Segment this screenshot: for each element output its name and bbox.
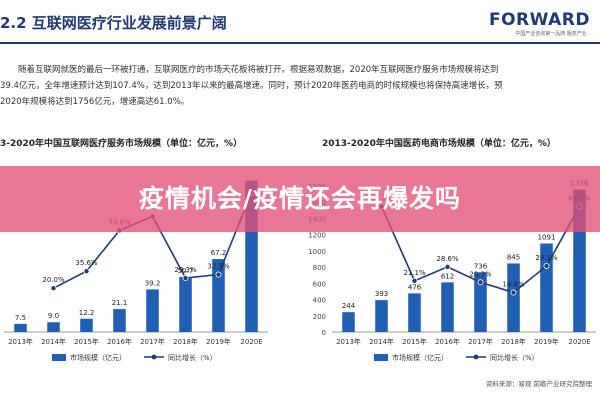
bar-value-label: 50.7 xyxy=(178,267,194,275)
source-note: 资料来源：易观 前瞻产业研究院整理 xyxy=(485,380,592,388)
bar xyxy=(342,312,355,332)
x-tick-label: 2013年 xyxy=(8,337,33,346)
brand-logo: FORWARD 中国产业咨询第一品牌 服务产业 · xyxy=(489,10,590,37)
banner-text: 疫情机会/疫情还会再爆发吗 xyxy=(138,184,462,213)
bar-value-label: 244 xyxy=(342,302,356,310)
legend-bar-label: 市场规模（亿元） xyxy=(392,353,448,362)
bar xyxy=(212,259,225,332)
header-divider xyxy=(0,42,600,44)
growth-value-label: 20.0% xyxy=(42,276,65,284)
growth-point xyxy=(411,277,418,284)
bar-value-label: 1091 xyxy=(538,234,556,242)
x-tick-label: 2014年 xyxy=(41,337,66,346)
headline-banner: 疫情机会/疫情还会再爆发吗 xyxy=(0,166,600,232)
x-tick-label: 2015年 xyxy=(74,337,99,346)
growth-value-label: 21.1% xyxy=(403,269,426,277)
bar-value-label: 9.0 xyxy=(48,312,59,320)
bar xyxy=(113,309,126,332)
growth-point xyxy=(543,262,550,269)
bar-value-label: 612 xyxy=(441,272,454,280)
chart-title-right: 2013-2020年中国医药电商市场规模（单位：亿元，%） xyxy=(322,139,556,149)
bar-value-label: 39.2 xyxy=(145,279,161,287)
bar xyxy=(474,272,487,332)
chart-title-left: 3-2020年中国互联网医疗服务市场规模（单位：亿元，%） xyxy=(0,139,243,149)
bar-value-label: 67.2 xyxy=(211,249,227,257)
growth-value-label: 14.8% xyxy=(502,281,525,289)
growth-point xyxy=(510,289,517,296)
legend-line-label: 同比增长（%） xyxy=(168,353,217,362)
legend-line-marker xyxy=(473,354,479,360)
page-header: 2.2 互联网医疗行业发展前景广阔 FORWARD 中国产业咨询第一品牌 服务产… xyxy=(0,0,600,44)
legend-line-label: 同比增长（%） xyxy=(490,353,539,362)
bar-value-label: 845 xyxy=(507,253,520,261)
growth-value-label: 28.6% xyxy=(436,255,459,263)
growth-point xyxy=(444,263,451,270)
bar-value-label: 736 xyxy=(474,262,488,270)
legend-bar-swatch xyxy=(52,354,66,361)
bar xyxy=(408,293,421,332)
x-tick-label: 2013年 xyxy=(336,337,361,346)
bar xyxy=(540,243,553,332)
x-tick-label: 2015年 xyxy=(402,337,427,346)
legend-bar-label: 市场规模（亿元） xyxy=(70,353,126,362)
body-line: 2020年规模将达到1756亿元，增速高达61.0%。 xyxy=(0,97,190,107)
y-tick-label: 800 xyxy=(313,264,326,272)
bar xyxy=(80,318,93,332)
y-tick-label: 400 xyxy=(313,297,326,305)
growth-point xyxy=(477,279,484,286)
x-tick-label: 2017年 xyxy=(140,337,165,346)
x-tick-label: 2019年 xyxy=(534,337,559,346)
x-tick-label: 2020E xyxy=(568,338,590,346)
bar xyxy=(179,276,192,332)
page-title: 2.2 互联网医疗行业发展前景广阔 xyxy=(0,14,227,32)
bar xyxy=(14,323,27,332)
bar-value-label: 476 xyxy=(408,283,422,291)
y-tick-label: 0 xyxy=(322,329,326,337)
bar-value-label: 7.5 xyxy=(15,314,26,322)
brand-logo-subtitle: 中国产业咨询第一品牌 服务产业 · xyxy=(515,31,590,37)
y-tick-label: 1200 xyxy=(308,232,326,240)
x-tick-label: 2018年 xyxy=(173,337,198,346)
bar xyxy=(375,300,388,332)
growth-point xyxy=(215,271,222,278)
growth-value-label: 20.3% xyxy=(469,270,492,278)
bar xyxy=(47,322,60,332)
y-tick-label: 200 xyxy=(313,313,326,321)
body-paragraph: 随着互联网就医的最后一环被打通，互联网医疗的市场天花板将被打开。根据易观数据，2… xyxy=(0,62,600,110)
bar-value-label: 21.1 xyxy=(112,299,128,307)
bar xyxy=(146,289,159,332)
growth-value-label: 29.1% xyxy=(535,254,558,262)
growth-value-label: 29.3% xyxy=(174,266,197,274)
bar xyxy=(441,282,454,332)
body-line: 随着互联网就医的最后一环被打通，互联网医疗的市场天花板将被打开。根据易观数据，2… xyxy=(18,65,499,75)
x-tick-label: 2018年 xyxy=(501,337,526,346)
x-tick-label: 2017年 xyxy=(468,337,493,346)
legend-line-marker xyxy=(151,354,157,360)
growth-value-label: 35.6% xyxy=(75,259,98,267)
body-line: 39.4亿元，全年增速预计达到107.4%，达到2013年以来的最高增速。同时，… xyxy=(0,81,503,91)
x-tick-label: 2019年 xyxy=(206,337,231,346)
growth-point xyxy=(182,275,189,282)
growth-point xyxy=(83,268,90,275)
x-tick-label: 2020E xyxy=(240,338,262,346)
x-tick-label: 2016年 xyxy=(435,337,460,346)
brand-logo-text: FORWARD xyxy=(488,10,590,30)
chart-left: 7.5 2013年 9.0 2014年 12.2 2015年 21.1 2016年 39.2 20… xyxy=(4,180,268,362)
bar-value-label: 12.2 xyxy=(79,309,95,317)
bar xyxy=(507,263,520,332)
y-tick-label: 600 xyxy=(313,280,326,288)
y-tick-label: 1000 xyxy=(308,248,326,256)
legend-bar-swatch xyxy=(374,354,388,361)
growth-value-label: 32.5% xyxy=(207,263,230,271)
bar-value-label: 393 xyxy=(375,290,388,298)
growth-point xyxy=(50,285,57,292)
x-tick-label: 2014年 xyxy=(369,337,394,346)
x-tick-label: 2016年 xyxy=(107,337,132,346)
